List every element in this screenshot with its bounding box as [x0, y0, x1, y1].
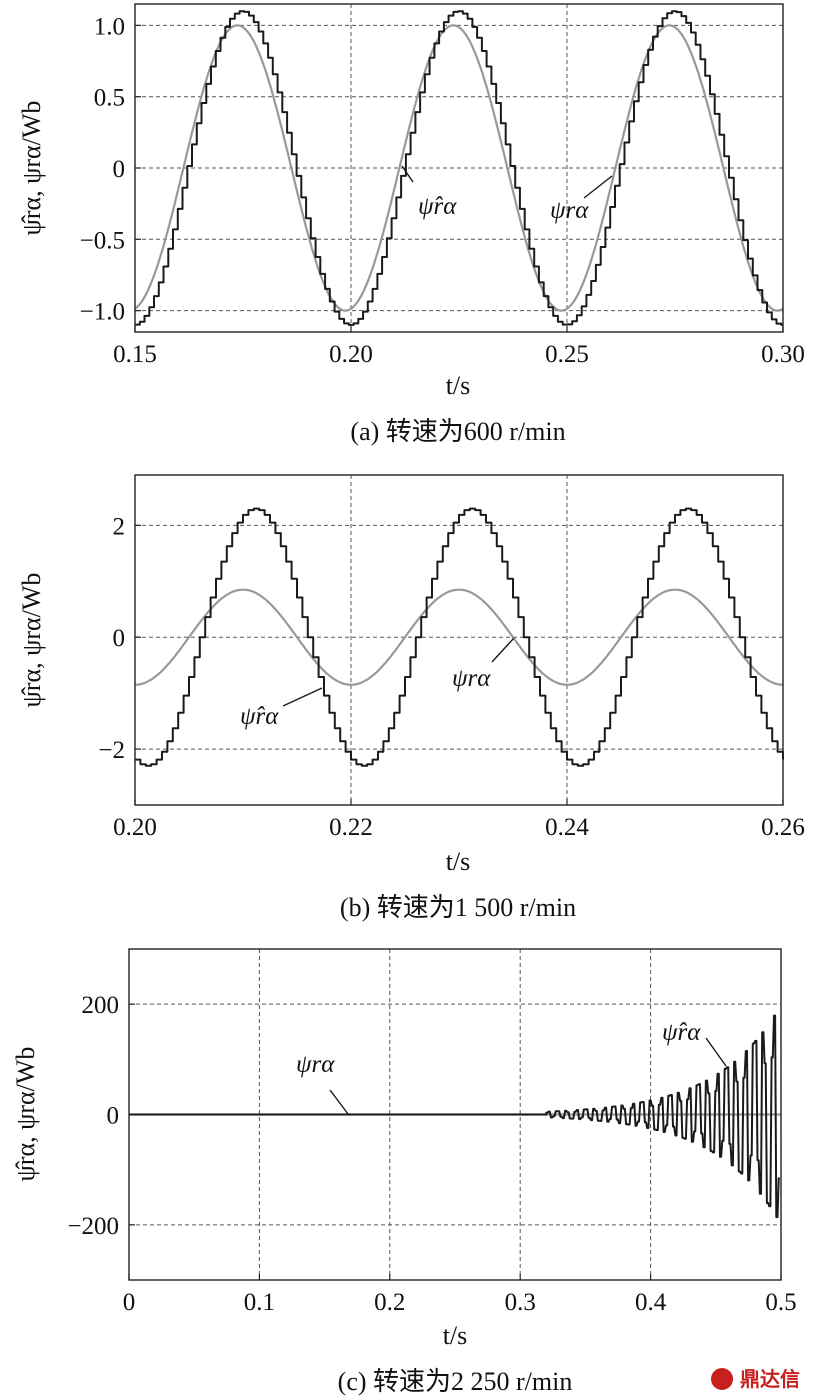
watermark: 鼎达信: [711, 1367, 800, 1391]
panel-c: 0 0.1 0.2 0.3 0.4 0.5 200 0 −200 ψrα ψ̂rα ψ̂rα, …: [11, 948, 797, 1396]
panel-b-caption: (b) 转速为1 500 r/min: [340, 893, 576, 922]
y-tick-label: 2: [113, 513, 126, 540]
panel-b-grid: [135, 475, 783, 805]
panel-a-grid: [135, 4, 783, 332]
series-psi-line: [135, 588, 783, 686]
x-tick-label: 0.5: [765, 1289, 796, 1316]
y-tick-label: −1.0: [80, 299, 125, 326]
panel-c-leader-psi-hat: [705, 1037, 727, 1067]
x-tick-label: 0.20: [113, 814, 157, 841]
panel-b-ticks: 0.20 0.22 0.24 0.26 2 0 −2: [98, 513, 804, 841]
series-psi-hat-line: [135, 507, 784, 767]
panel-b-leader-psi-hat: [282, 687, 323, 707]
x-tick-label: 0.30: [761, 341, 805, 368]
panel-a-leader-psi: [583, 175, 613, 199]
y-tick-label: −0.5: [80, 227, 125, 254]
panel-b-annotation-psi-hat: ψ̂rα: [240, 703, 279, 730]
y-tick-label: 0.5: [94, 85, 125, 112]
panel-b-xlabel: t/s: [446, 847, 471, 876]
y-tick-label: −200: [67, 1213, 119, 1240]
x-tick-label: 0: [123, 1289, 136, 1316]
panel-a-xlabel: t/s: [446, 371, 471, 400]
panel-a-ylabel: ψ̂rα, ψrα/Wb: [17, 101, 46, 236]
panel-b-annotation-psi: ψrα: [452, 665, 491, 692]
x-tick-label: 0.3: [505, 1289, 536, 1316]
watermark-text: 鼎达信: [740, 1367, 800, 1391]
x-tick-label: 0.20: [329, 341, 373, 368]
x-tick-label: 0.22: [329, 814, 373, 841]
x-tick-label: 0.15: [113, 341, 157, 368]
panel-c-series: [129, 1014, 781, 1219]
series-psi-line: [134, 24, 784, 312]
panel-a-caption: (a) 转速为600 r/min: [350, 417, 565, 446]
x-tick-label: 0.2: [374, 1289, 405, 1316]
panel-b-ylabel: ψ̂rα, ψrα/Wb: [17, 573, 46, 708]
y-tick-label: 200: [82, 992, 120, 1019]
panel-b: 0.20 0.22 0.24 0.26 2 0 −2 ψ̂rα ψrα ψ̂rα, ψrα/…: [17, 474, 805, 922]
panel-c-annotation-psi-hat: ψ̂rα: [662, 1019, 701, 1046]
panel-b-leader-psi: [491, 637, 515, 663]
series-psi-hat-line: [129, 1014, 780, 1219]
x-tick-label: 0.4: [635, 1289, 667, 1316]
series-psi-hat-line: [135, 10, 783, 326]
panel-a-leader-psi-hat: [401, 165, 414, 183]
panel-c-ticks: 0 0.1 0.2 0.3 0.4 0.5 200 0 −200: [67, 992, 796, 1316]
panel-a: 0.15 0.20 0.25 0.30 1.0 0.5 0 −0.5 −1.0 ψ̂rα ψrα…: [17, 3, 805, 446]
panel-c-ylabel: ψ̂rα, ψrα/Wb: [11, 1047, 40, 1182]
x-tick-label: 0.25: [545, 341, 589, 368]
x-tick-label: 0.24: [545, 814, 589, 841]
panel-a-ticks: 0.15 0.20 0.25 0.30 1.0 0.5 0 −0.5 −1.0: [80, 13, 805, 368]
panel-b-series: [135, 507, 784, 767]
y-tick-label: −2: [98, 737, 125, 764]
y-tick-label: 0: [113, 156, 126, 183]
x-tick-label: 0.26: [761, 814, 805, 841]
x-tick-label: 0.1: [244, 1289, 275, 1316]
y-tick-label: 1.0: [94, 13, 125, 40]
panel-c-leader-psi: [329, 1089, 349, 1115]
panel-a-annotation-psi-hat: ψ̂rα: [418, 193, 457, 220]
watermark-logo-icon: [711, 1368, 733, 1390]
panel-c-caption: (c) 转速为2 250 r/min: [338, 1367, 573, 1396]
y-tick-label: 0: [107, 1103, 120, 1130]
panel-a-series: [134, 10, 784, 326]
panel-a-annotation-psi: ψrα: [550, 197, 589, 224]
panel-c-xlabel: t/s: [443, 1321, 468, 1350]
panel-c-annotation-psi: ψrα: [296, 1051, 335, 1078]
y-tick-label: 0: [113, 625, 126, 652]
panel-b-frame: [134, 474, 784, 806]
